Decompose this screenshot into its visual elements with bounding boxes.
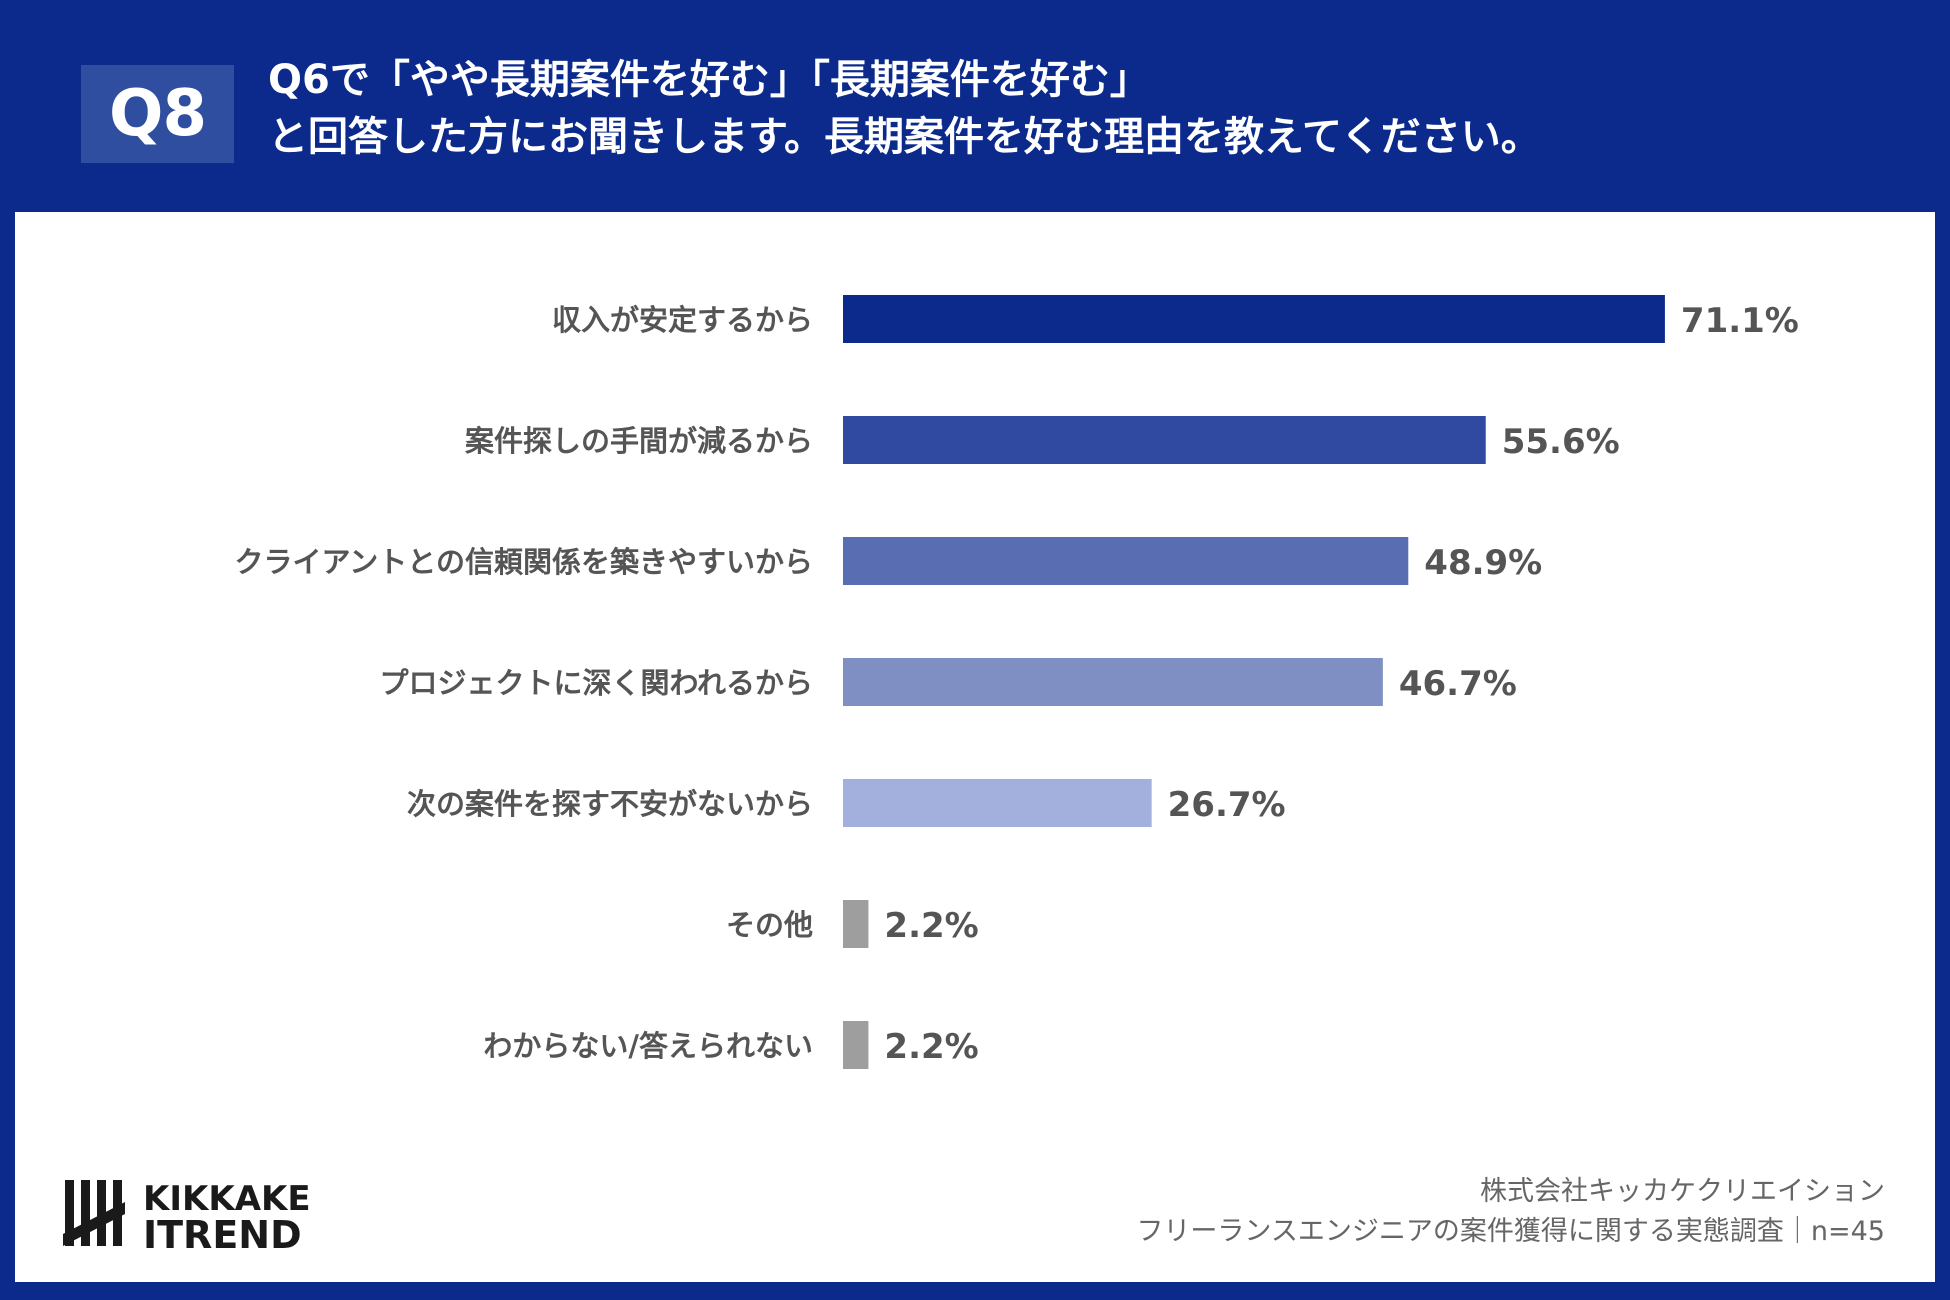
bar xyxy=(843,779,1152,827)
value-label: 71.1% xyxy=(1681,301,1799,341)
question-title: Q6で「やや長期案件を好む」「長期案件を好む」 と回答した方にお聞きします。長期… xyxy=(268,52,1908,166)
category-label: 案件探しの手間が減るから xyxy=(465,424,813,458)
category-label: プロジェクトに深く関われるから xyxy=(379,666,813,700)
chart-panel: 収入が安定するから 71.1% 案件探しの手間が減るから 55.6% クライアントとの信… xyxy=(15,212,1935,1282)
category-label: 収入が安定するから xyxy=(552,303,813,337)
bar xyxy=(843,416,1486,464)
category-label: わからない/答えられない xyxy=(483,1029,813,1063)
bar xyxy=(843,658,1383,706)
logo-mark-icon: KIKKAKE ITREND xyxy=(63,1179,311,1257)
value-label: 2.2% xyxy=(884,1027,978,1067)
category-label: その他 xyxy=(726,908,813,942)
logo-text-line-1: KIKKAKE xyxy=(143,1179,311,1219)
value-label: 46.7% xyxy=(1399,664,1517,704)
bar xyxy=(843,295,1665,343)
bar xyxy=(843,1021,869,1069)
category-label: クライアントとの信頼関係を築きやすいから xyxy=(234,545,813,579)
value-label: 55.6% xyxy=(1502,422,1620,462)
bar xyxy=(843,537,1409,585)
source-note: 株式会社キッカケクリエイション フリーランスエンジニアの案件獲得に関する実態調査… xyxy=(1136,1172,1885,1252)
kikkake-itrend-logo: KIKKAKE ITREND xyxy=(63,1172,383,1272)
question-title-line-1: Q6で「やや長期案件を好む」「長期案件を好む」 xyxy=(268,57,1150,103)
company-name: 株式会社キッカケクリエイション xyxy=(1480,1176,1885,1207)
logo-text-line-2: ITREND xyxy=(143,1213,302,1257)
bar xyxy=(843,900,869,948)
question-title-line-2: と回答した方にお聞きします。長期案件を好む理由を教えてください。 xyxy=(268,114,1541,160)
value-label: 26.7% xyxy=(1168,785,1286,825)
question-badge: Q8 xyxy=(81,65,234,163)
survey-name: フリーランスエンジニアの案件獲得に関する実態調査｜n=45 xyxy=(1136,1216,1885,1247)
bar-chart: 収入が安定するから 71.1% 案件探しの手間が減るから 55.6% クライアントとの信… xyxy=(234,295,1799,1069)
category-label: 次の案件を探す不安がないから xyxy=(407,787,813,821)
value-label: 48.9% xyxy=(1424,543,1542,583)
value-label: 2.2% xyxy=(884,906,978,946)
